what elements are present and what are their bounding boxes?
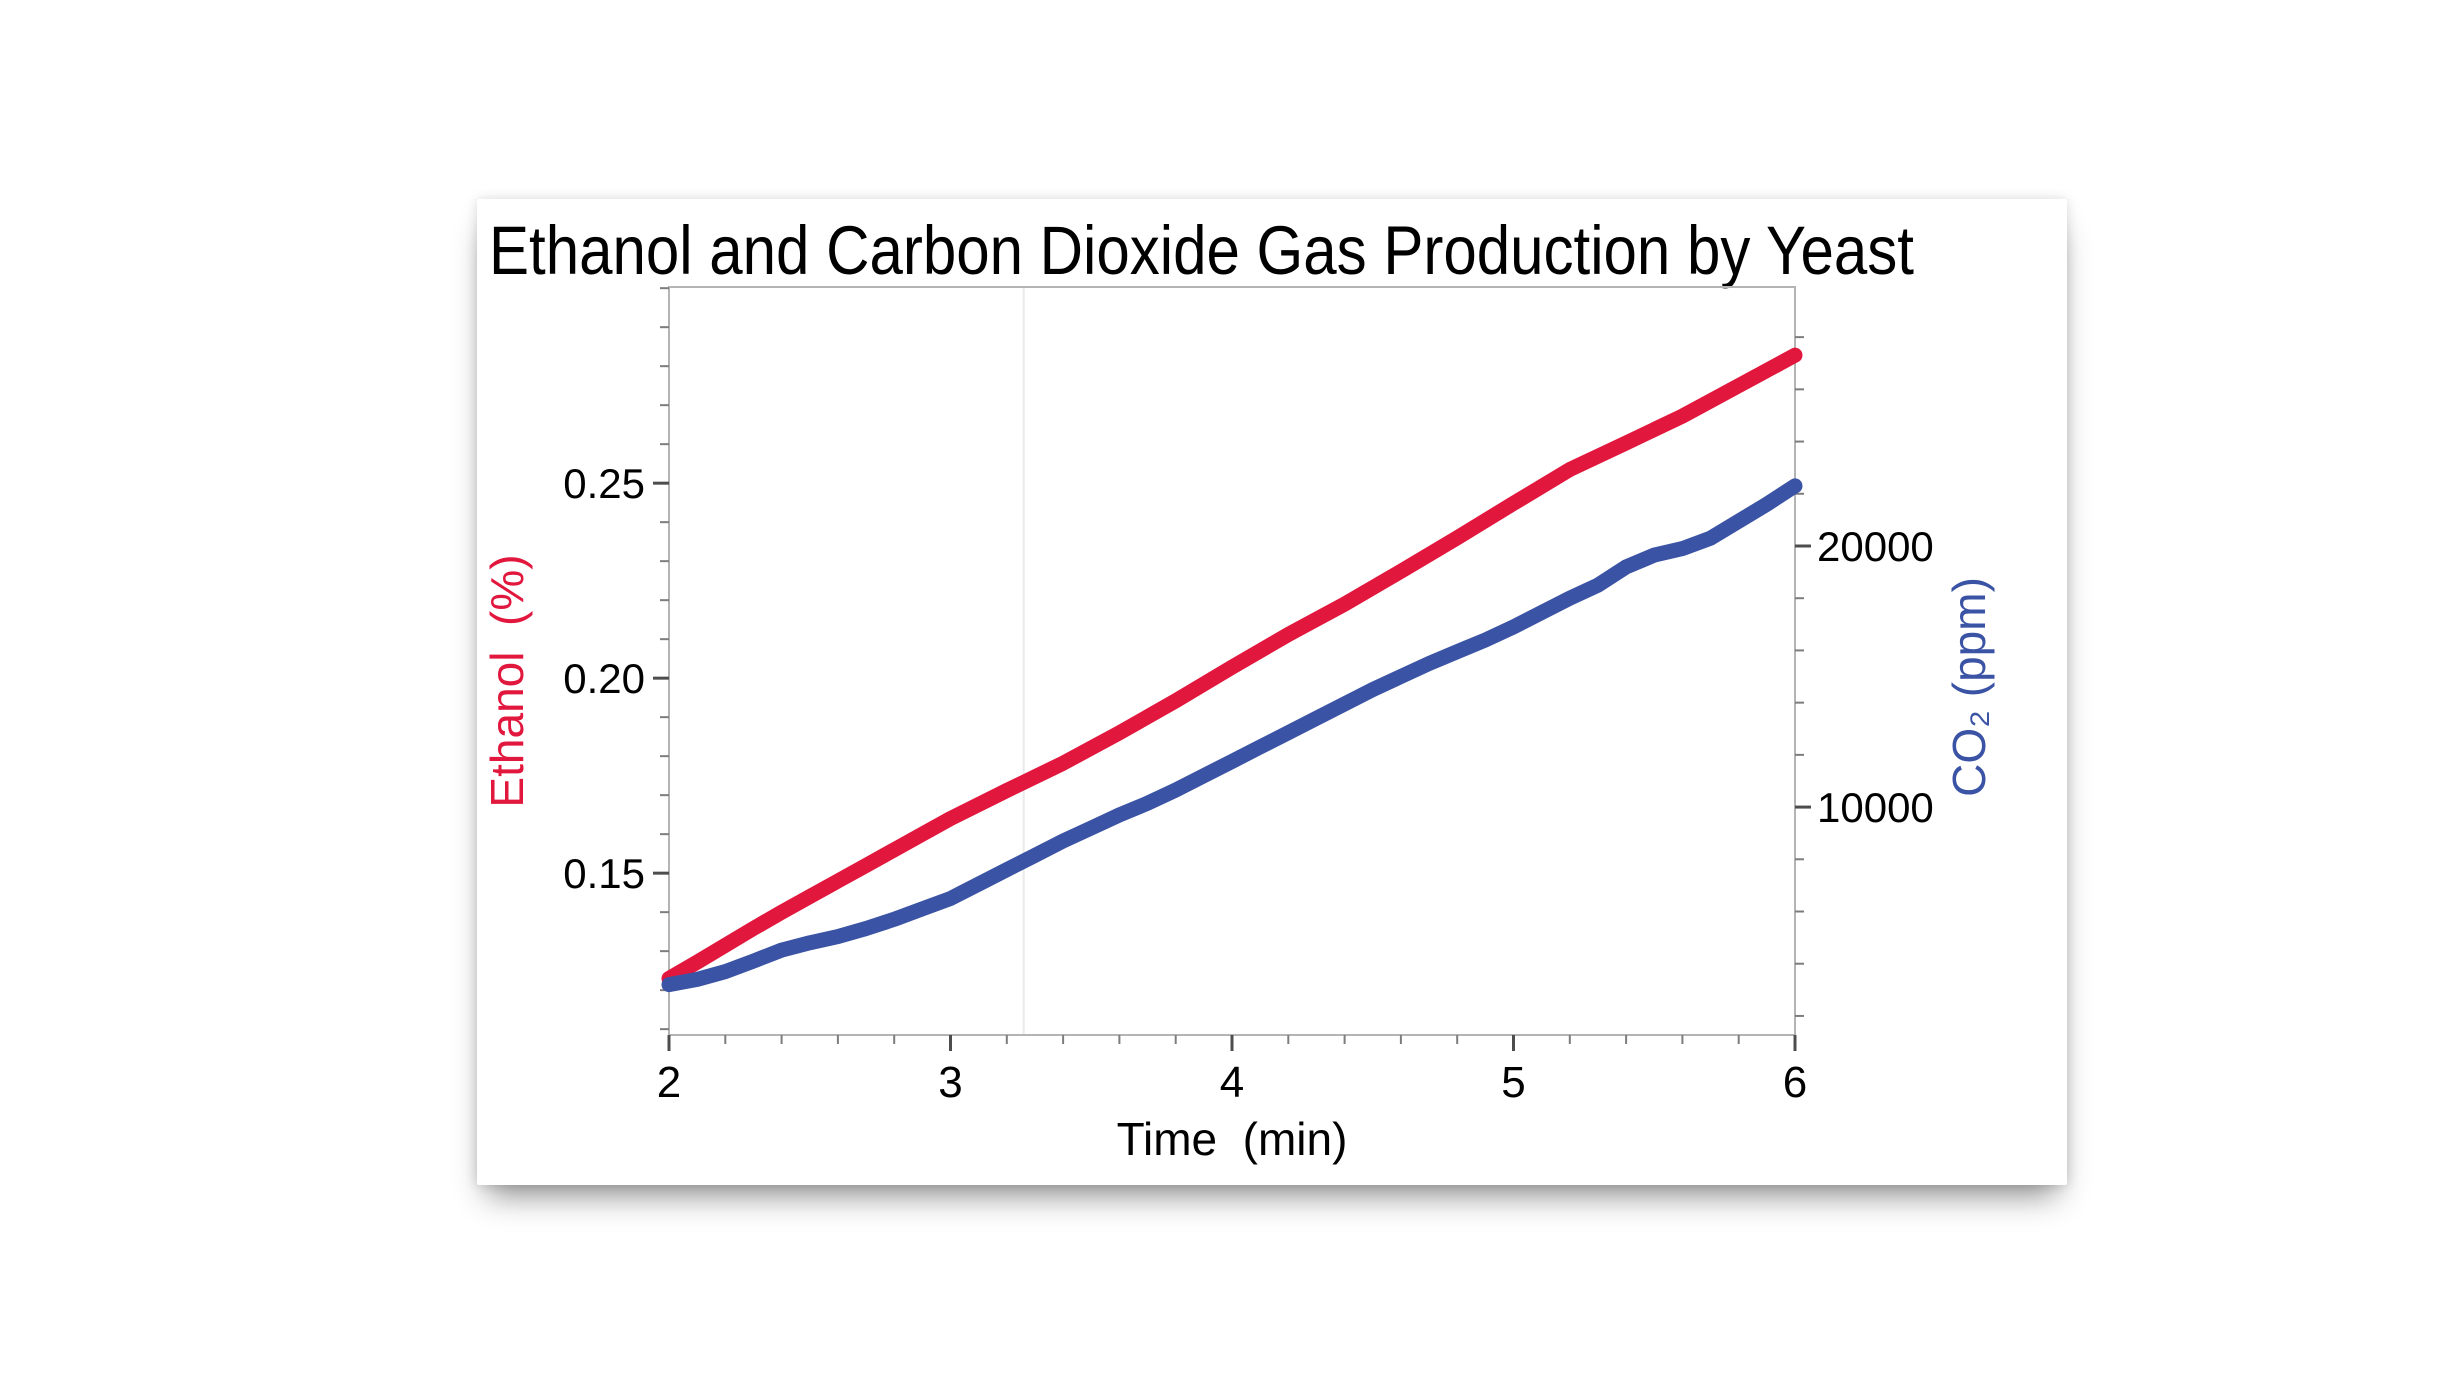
x-axis-title: Time (min) xyxy=(1117,1113,1348,1165)
y-left-axis-title: Ethanol (%) xyxy=(481,554,533,807)
line-chart: 2 3 4 5 6 0.15 0.20 0.25 10000 20000 Ethanol (%) CO… xyxy=(481,286,1995,1165)
y-right-axis-title: CO₂ (ppm) xyxy=(1943,577,1995,797)
x-tick-label: 6 xyxy=(1783,1058,1807,1107)
y-left-tick-label: 0.25 xyxy=(563,460,645,507)
y-left-tick-label: 0.20 xyxy=(563,655,645,702)
x-tick-label: 5 xyxy=(1501,1058,1525,1107)
y-left-tick-label: 0.15 xyxy=(563,850,645,897)
x-tick-label: 3 xyxy=(938,1058,962,1107)
chart-title: Ethanol and Carbon Dioxide Gas Productio… xyxy=(489,212,1914,289)
ethanol-curve xyxy=(661,347,1803,986)
x-tick-label: 4 xyxy=(1220,1058,1244,1107)
co2-curve xyxy=(661,478,1803,993)
chart-panel: Ethanol and Carbon Dioxide Gas Productio… xyxy=(477,199,2067,1185)
y-right-tick-label: 20000 xyxy=(1817,523,1934,570)
y-right-tick-label: 10000 xyxy=(1817,784,1934,831)
x-tick-label: 2 xyxy=(657,1058,681,1107)
